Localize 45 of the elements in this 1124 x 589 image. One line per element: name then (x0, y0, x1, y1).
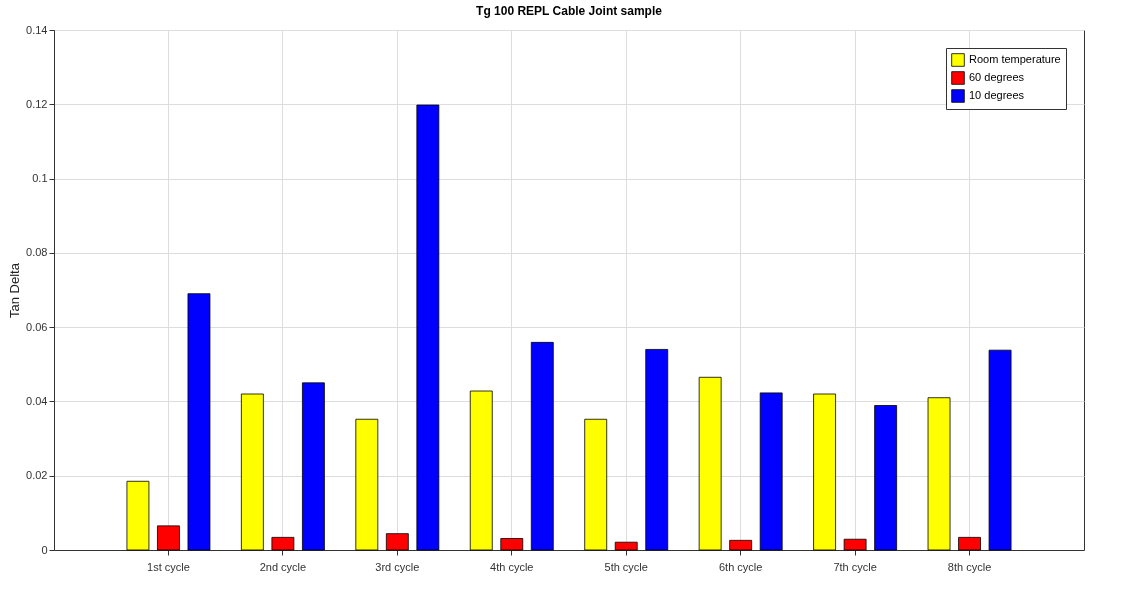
x-tick-label: 6th cycle (718, 560, 763, 573)
legend-label: 10 degrees (969, 89, 1025, 101)
y-tick-label: 0.08 (26, 246, 48, 259)
bar (126, 480, 150, 551)
y-tick-label: 0.14 (26, 23, 48, 36)
bar (759, 392, 783, 551)
y-axis-title: Tan Delta (7, 262, 23, 318)
x-tick-label: 7th cycle (833, 560, 877, 573)
legend-label: 60 degrees (969, 71, 1025, 83)
bar (988, 349, 1012, 551)
x-tick-label: 5th cycle (604, 560, 648, 573)
bar (645, 349, 669, 551)
bar (271, 536, 295, 551)
bar (843, 538, 867, 551)
bar (584, 418, 608, 551)
x-tick-label: 8th cycle (947, 560, 992, 573)
bar (500, 538, 524, 551)
bar (416, 104, 440, 551)
chart-title: Tg 100 REPL Cable Joint sample (476, 4, 663, 18)
bar (302, 382, 325, 551)
bar (530, 341, 554, 551)
bar (958, 536, 981, 551)
y-tick-label: 0.12 (26, 97, 48, 110)
bar (927, 397, 951, 551)
y-tick-label: 0.04 (26, 394, 48, 407)
bar (355, 418, 379, 551)
x-tick-label: 3rd cycle (375, 560, 420, 573)
bar (157, 525, 180, 551)
legend-label: Room temperature (969, 53, 1061, 65)
bar (469, 390, 493, 551)
x-tick-label: 2nd cycle (259, 560, 307, 573)
x-tick-label: 1st cycle (147, 560, 190, 573)
y-tick-label: 0.02 (26, 469, 48, 482)
y-tick-label: 0.1 (32, 172, 48, 185)
bar (385, 533, 409, 551)
bar (874, 405, 898, 551)
y-tick-label: 0.06 (26, 320, 48, 333)
bar (187, 293, 211, 551)
bar (698, 376, 722, 551)
bar (813, 393, 836, 551)
y-tick-label: 0 (41, 543, 48, 556)
bar (729, 539, 753, 551)
bar (614, 541, 638, 551)
bar (240, 393, 264, 551)
x-tick-label: 4th cycle (490, 560, 534, 573)
